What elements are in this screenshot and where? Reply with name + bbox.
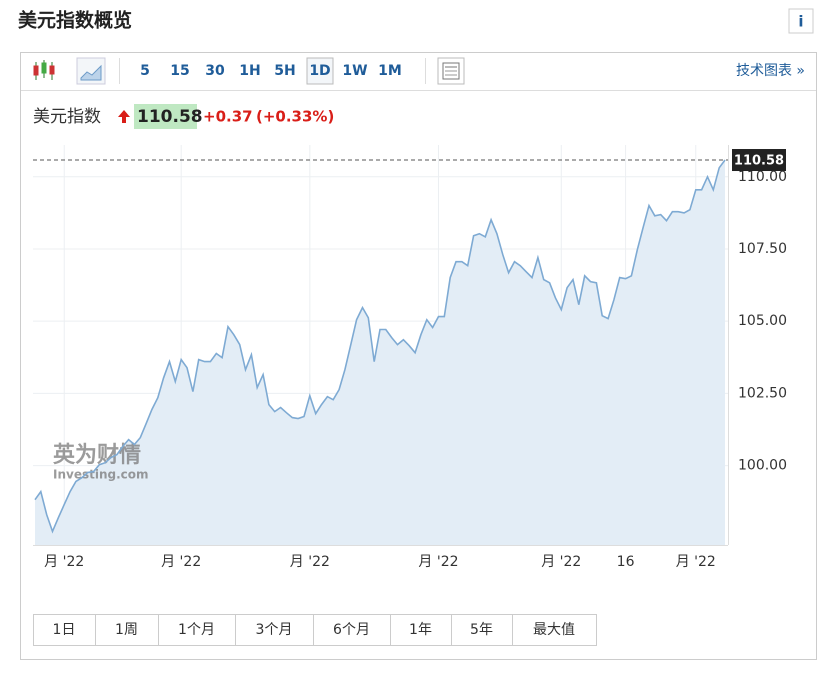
candle-icon[interactable] — [33, 60, 55, 80]
range-button[interactable] — [235, 614, 314, 646]
info-icon[interactable]: i — [798, 13, 803, 31]
y-tick-label: 102.50 — [738, 385, 787, 401]
range-button[interactable] — [158, 614, 236, 646]
interval-button[interactable]: 5 — [140, 63, 150, 79]
info-button[interactable] — [788, 8, 814, 34]
interval-button[interactable]: 1M — [378, 63, 402, 79]
x-tick-label: 月 '22 — [418, 554, 458, 570]
range-button[interactable] — [451, 614, 513, 646]
quote-change-percent: (+0.33%) — [256, 108, 334, 126]
x-tick-label: 月 '22 — [541, 554, 581, 570]
range-button-label[interactable]: 3个月 — [256, 622, 293, 638]
quote-change: +0.37 — [203, 108, 253, 126]
range-button[interactable] — [512, 614, 597, 646]
range-button-label[interactable]: 1日 — [53, 622, 76, 638]
page-title: 美元指数概览 — [18, 9, 132, 32]
y-tick-label: 105.00 — [738, 313, 787, 329]
watermark-site: Investing.com — [53, 468, 149, 482]
interval-button[interactable]: 1D — [309, 63, 330, 79]
interval-button[interactable]: 15 — [170, 63, 189, 79]
x-tick-label: 月 '22 — [44, 554, 84, 570]
range-button[interactable] — [390, 614, 452, 646]
x-tick-label: 月 '22 — [290, 554, 330, 570]
quote-name: 美元指数 — [33, 107, 101, 127]
range-button-label[interactable]: 1年 — [409, 622, 432, 638]
technical-chart-link[interactable]: 技术图表 » — [736, 63, 805, 79]
price-highlight — [134, 104, 197, 129]
range-button-label[interactable]: 5年 — [470, 622, 493, 638]
interval-button[interactable]: 1W — [342, 63, 367, 79]
y-tick-label: 110.00 — [738, 169, 787, 185]
series-line — [34, 159, 726, 534]
range-button-label[interactable]: 1周 — [115, 622, 138, 638]
interval-button[interactable]: 30 — [205, 63, 225, 79]
interval-button[interactable]: 1H — [239, 63, 260, 79]
table-icon[interactable] — [442, 62, 460, 80]
interval-button[interactable]: 5H — [274, 63, 295, 79]
area-fill — [35, 160, 725, 545]
interval-active[interactable] — [306, 57, 334, 85]
range-button-label[interactable]: 6个月 — [333, 622, 370, 638]
x-tick-label: 月 '22 — [161, 554, 201, 570]
y-tick-label: 100.00 — [738, 458, 787, 474]
quote-price: 110.58 — [137, 107, 203, 127]
x-tick-label: 月 '22 — [676, 554, 716, 570]
range-button[interactable] — [33, 614, 96, 646]
last-price-box — [732, 149, 786, 172]
x-tick-label: 16 — [617, 554, 635, 570]
area-icon[interactable] — [80, 64, 102, 81]
up-arrow — [118, 110, 130, 123]
range-button[interactable] — [95, 614, 159, 646]
y-tick-label: 107.50 — [738, 241, 787, 257]
range-button-label[interactable]: 1个月 — [178, 622, 215, 638]
range-button[interactable] — [313, 614, 391, 646]
last-price-label: 110.58 — [734, 154, 784, 169]
range-button-label[interactable]: 最大值 — [533, 622, 575, 638]
watermark-brand: 英为财情 — [53, 442, 141, 468]
